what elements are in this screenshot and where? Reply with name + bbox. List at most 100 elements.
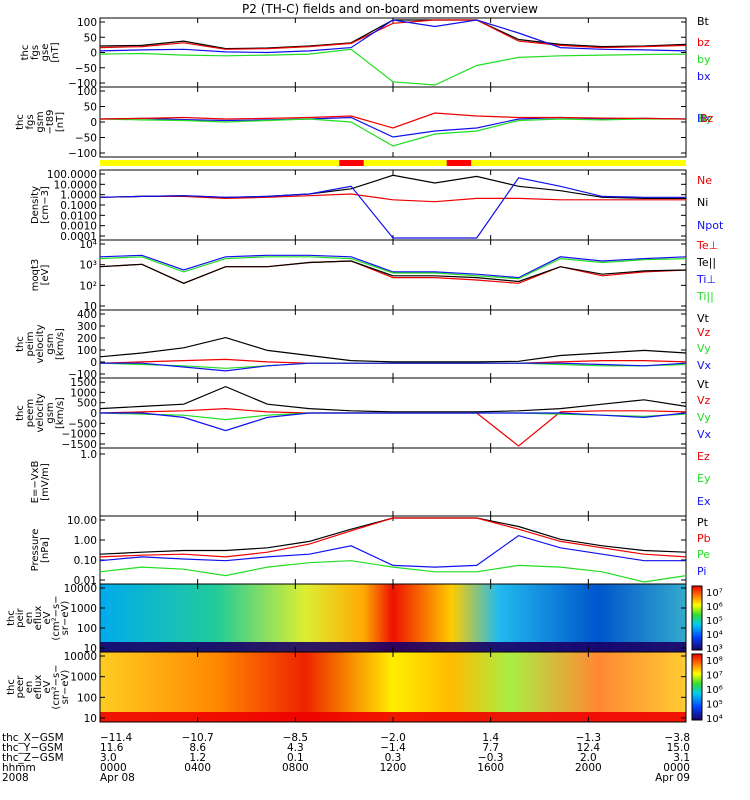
axis-row-value: 8.6	[189, 742, 206, 754]
y-axis-label: eV	[42, 680, 53, 693]
y-tick-label: 0	[90, 48, 97, 60]
axis-row-value: −3.8	[665, 732, 691, 744]
panel-frame	[99, 169, 687, 241]
colorbar-scale	[691, 585, 703, 651]
series-line-by	[99, 48, 687, 86]
y-axis-label: sr−eV)	[60, 601, 71, 636]
panel-fgs-gse: 100 50 0 −50 −100 thc fgs gse [nT] Bt bz by bx	[20, 15, 711, 90]
axis-row-value: 2000	[575, 762, 602, 774]
series-line-bz	[99, 112, 687, 129]
axis-row-value: 0.1	[287, 752, 304, 764]
series-line-vx	[100, 412, 687, 432]
colorbar-tick-label: 10⁵	[706, 616, 723, 627]
status-bar-red-segment	[446, 160, 472, 166]
panel-pressure: 10.00 1.00 0.10 0.01 Pressure [nPa] Pt Pb Pe Pi	[30, 515, 711, 587]
legend-entry: Vx	[697, 359, 712, 372]
y-axis-label: eV	[42, 611, 53, 624]
y-axis-label: gsm	[35, 111, 46, 132]
series-line-vx	[100, 362, 687, 372]
axis-row-value: −10.7	[182, 732, 214, 744]
axis-row-value: 1600	[477, 762, 504, 774]
y-tick-label: 100	[77, 692, 97, 704]
y-axis-label: gsm	[45, 402, 56, 423]
panel-frame	[99, 447, 687, 517]
y-tick-label: −100	[68, 148, 97, 160]
y-axis-label: E=−VxB	[30, 461, 41, 504]
panel-density: 100.000010.00001.00000.10000.01000.00100…	[30, 169, 724, 243]
axis-row-value: 1.2	[189, 752, 206, 764]
axis-row-value: 0800	[282, 762, 309, 774]
y-axis-label: (cm²−s−	[51, 595, 62, 640]
legend-entry: Bx	[697, 112, 712, 125]
y-axis-label: [nT]	[55, 112, 66, 132]
y-tick-label: 0.0010	[60, 221, 97, 233]
y-tick-label: 100.0000	[47, 169, 97, 181]
y-tick-label: 400	[77, 309, 97, 321]
y-axis-label: −t89	[45, 109, 56, 134]
axis-row-value: Apr 08	[100, 772, 135, 784]
legend-entry: Bt	[697, 15, 710, 28]
y-axis-label: eflux	[33, 606, 44, 631]
legend-entry: Vx	[697, 428, 712, 441]
y-tick-label: −500	[68, 418, 97, 430]
series-line-ti	[99, 254, 687, 279]
y-axis-label: en	[24, 681, 35, 694]
panel-frame	[99, 17, 687, 88]
y-tick-label: −100	[68, 78, 97, 90]
y-axis-label: sr−eV)	[60, 670, 71, 705]
y-axis-label: velocity	[35, 393, 46, 432]
panel-e-vxb: 1.0 E=−VxB [mV/m] Ez Ey Ex	[30, 447, 711, 517]
y-tick-label: 0	[90, 117, 97, 129]
y-tick-label: 0.0100	[60, 210, 97, 222]
series-line-bt	[99, 19, 687, 50]
legend-entry: Ni	[697, 196, 708, 209]
colorbar-scale	[691, 653, 703, 721]
y-tick-label: 10000	[64, 583, 97, 595]
y-axis-label: peer	[15, 675, 26, 699]
y-tick-label: 0.10	[74, 555, 97, 567]
legend-entry: Ne	[697, 174, 712, 187]
colorbar-tick-label: 10⁶	[706, 685, 723, 696]
axis-row-value: 7.7	[482, 742, 499, 754]
series-line-bx	[99, 19, 687, 54]
y-tick-label: 10	[84, 301, 97, 313]
y-axis-label: peim	[25, 331, 36, 356]
colorbar-tick-label: 10⁴	[706, 630, 723, 641]
y-tick-label: 0.1000	[60, 200, 97, 212]
series-line-vz	[99, 407, 687, 447]
y-tick-label: −1000	[61, 429, 97, 441]
y-axis-label: gsm	[45, 333, 56, 354]
series-line-bz	[99, 19, 687, 50]
legend-entry: Vz	[697, 394, 711, 407]
series-line-pi	[99, 534, 686, 568]
y-tick-label: 0.0001	[60, 231, 97, 243]
series-line-ne	[99, 193, 686, 203]
axis-row-value: Apr 09	[655, 772, 690, 784]
y-axis-label: eflux	[33, 675, 44, 700]
colorbar-tick-label: 10⁶	[706, 602, 723, 613]
axis-row-value: 3.1	[673, 752, 690, 764]
legend-entry: by	[697, 53, 711, 66]
axis-row-value: −11.4	[100, 732, 132, 744]
y-tick-label: 100	[77, 17, 97, 29]
legend-entry: By	[699, 112, 714, 125]
axis-row-value: 0.3	[385, 752, 402, 764]
y-tick-label: −100	[68, 369, 97, 381]
y-tick-label: 100	[77, 86, 97, 98]
legend-entry: Ti⊥	[696, 273, 716, 286]
y-tick-label: 1000	[70, 387, 97, 399]
panel-peer-spec: 10⁸ 10⁷ 10⁶ 10⁵ 10⁴ 10000 1000 100 10 thcpeerenef…	[6, 651, 723, 725]
axis-row-label: hhmm	[2, 762, 36, 774]
axis-row-value: 1200	[380, 762, 407, 774]
y-axis-label: thc	[15, 405, 26, 421]
y-tick-label: 300	[77, 321, 97, 333]
y-tick-label: 10²	[79, 280, 97, 292]
legend-entry: Te||	[696, 256, 716, 269]
axis-row-value: 0400	[184, 762, 211, 774]
axis-row-label: 2008	[2, 772, 29, 784]
y-axis-label: en	[24, 612, 35, 625]
y-axis-label: thc	[15, 114, 26, 130]
